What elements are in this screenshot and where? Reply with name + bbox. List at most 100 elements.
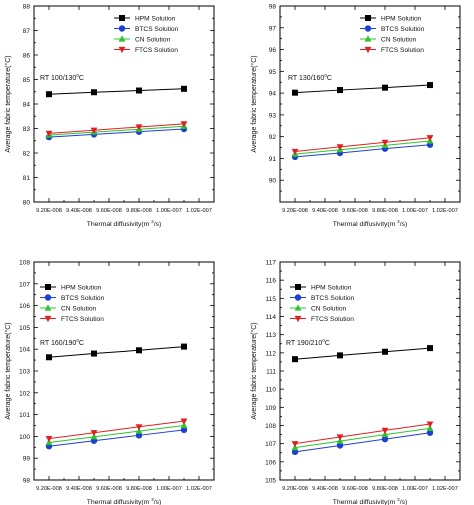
data-point-ftcs [336, 144, 344, 151]
y-tick-label: 103 [19, 369, 30, 376]
legend-marker [364, 46, 372, 54]
y-tick-label: 97 [269, 25, 277, 32]
legend: HPM Solution BTCS Solution CN Solution FTCS… [40, 284, 105, 323]
data-point-ftcs [426, 135, 434, 142]
data-point-hpm [427, 345, 433, 352]
legend-label: FTCS Solution [61, 316, 104, 323]
series-line-ftcs [48, 420, 185, 440]
y-tick-label: 100 [19, 434, 30, 441]
y-tick-label: 102 [19, 390, 30, 397]
x-tick-label: 9.40E-008 [66, 486, 92, 492]
legend-label: FTCS Solution [135, 47, 178, 54]
chart-panel-4: 105 106 107 108 109 110 111 112 113 114 115 116 117 9… [250, 260, 461, 505]
data-point-cn [180, 421, 188, 429]
data-point-hpm [181, 85, 187, 92]
x-tick-label: 9.40E-008 [66, 208, 92, 214]
legend-label: CN Solution [381, 37, 417, 44]
data-point-ftcs [135, 424, 143, 431]
legend-marker [44, 304, 52, 311]
x-tick-label: 9.80E-008 [372, 486, 398, 492]
y-tick-label: 98 [23, 478, 31, 485]
chart-panel-1: 80 81 82 83 84 85 86 87 88 9.20E-008 9.40E-008 9.60… [4, 4, 215, 228]
data-point-hpm [136, 347, 142, 354]
data-point-hpm [136, 87, 142, 94]
legend-marker [45, 284, 51, 290]
x-tick-label: 9.20E-008 [36, 208, 62, 214]
legend-label: BTCS Solution [61, 295, 105, 302]
legend-marker [295, 284, 301, 290]
x-axis-label: Thermal diffusivity(m 2/s) [87, 497, 162, 505]
legend-label: FTCS Solution [311, 316, 354, 323]
y-axis-label: Average fabric temperature(°C) [250, 55, 258, 152]
legend-label: CN Solution [61, 306, 97, 313]
legend: HPM Solution BTCS Solution CN Solution FTCS… [290, 284, 355, 323]
series-line-cn [294, 140, 431, 155]
y-axis-label: Average fabric temperature(°C) [4, 322, 12, 419]
data-point-ftcs [426, 421, 434, 428]
legend: HPM Solution BTCS Solution CN Solution FTCS… [114, 15, 179, 54]
data-point-btcs [381, 435, 389, 443]
data-point-hpm [337, 352, 343, 359]
y-tick-label: 108 [265, 423, 276, 430]
y-tick-label: 87 [23, 28, 31, 35]
x-tick-label: 1.00E-007 [156, 486, 182, 492]
series-line-btcs [294, 144, 431, 158]
y-tick-label: 113 [266, 332, 277, 339]
y-tick-label: 111 [266, 369, 276, 376]
legend: HPM Solution BTCS Solution CN Solution FTCS… [360, 15, 425, 54]
y-tick-label: 105 [265, 478, 276, 485]
y-tick-label: 90 [269, 178, 277, 185]
y-tick-label: 85 [23, 77, 31, 84]
x-tick-label: 9.40E-008 [312, 208, 338, 214]
data-point-hpm [181, 343, 187, 350]
y-tick-label: 96 [269, 47, 277, 54]
x-tick-label: 9.20E-008 [36, 486, 62, 492]
series-line-hpm [294, 84, 431, 94]
condition-annotation: RT 130/1600C [288, 73, 332, 82]
data-point-ftcs [336, 434, 344, 441]
x-tick-label: 9.80E-008 [126, 208, 152, 214]
legend-label: BTCS Solution [381, 26, 425, 33]
legend-marker [119, 15, 125, 21]
x-tick-label: 1.02E-007 [186, 208, 212, 214]
y-tick-label: 92 [269, 134, 277, 141]
y-tick-label: 81 [23, 175, 31, 182]
chart-panel-3: 98 99 100 101 102 103 104 105 106 107 108 9.20E-008… [4, 260, 215, 505]
legend-marker [44, 315, 52, 323]
data-point-ftcs [381, 139, 389, 146]
data-point-hpm [46, 354, 52, 361]
data-point-btcs [336, 442, 344, 449]
y-tick-label: 99 [23, 456, 31, 463]
x-axis-label: Thermal diffusivity(m 2/s) [87, 219, 162, 228]
legend-label: HPM Solution [381, 16, 422, 23]
legend-marker [364, 35, 372, 42]
data-point-ftcs [90, 430, 98, 437]
chart-panel-2: 90 91 92 93 94 95 96 97 98 9.20E-008 9.40E-008 9.60… [250, 4, 461, 228]
y-tick-label: 116 [266, 278, 277, 285]
x-tick-label: 9.40E-008 [312, 486, 338, 492]
x-tick-label: 9.20E-008 [282, 208, 308, 214]
series-line-btcs [48, 429, 185, 447]
data-point-hpm [337, 87, 343, 94]
legend-label: BTCS Solution [135, 26, 179, 33]
x-tick-label: 9.20E-008 [282, 486, 308, 492]
plot-frame [33, 5, 215, 203]
legend-marker [118, 25, 126, 32]
data-point-btcs [426, 429, 434, 436]
data-point-cn [135, 427, 143, 434]
legend-marker [118, 46, 126, 54]
x-tick-label: 9.80E-008 [372, 208, 398, 214]
data-point-cn [381, 430, 389, 438]
data-point-ftcs [180, 418, 188, 425]
series-line-hpm [48, 346, 185, 358]
y-tick-label: 112 [266, 350, 277, 357]
y-tick-label: 104 [19, 347, 30, 354]
y-tick-label: 110 [266, 387, 277, 394]
y-tick-label: 108 [19, 260, 30, 267]
y-axis-label: Average fabric temperature(°C) [250, 322, 258, 419]
y-tick-label: 98 [269, 4, 277, 11]
series-line-ftcs [294, 423, 431, 445]
legend-label: CN Solution [311, 306, 347, 313]
legend-label: HPM Solution [61, 285, 102, 292]
